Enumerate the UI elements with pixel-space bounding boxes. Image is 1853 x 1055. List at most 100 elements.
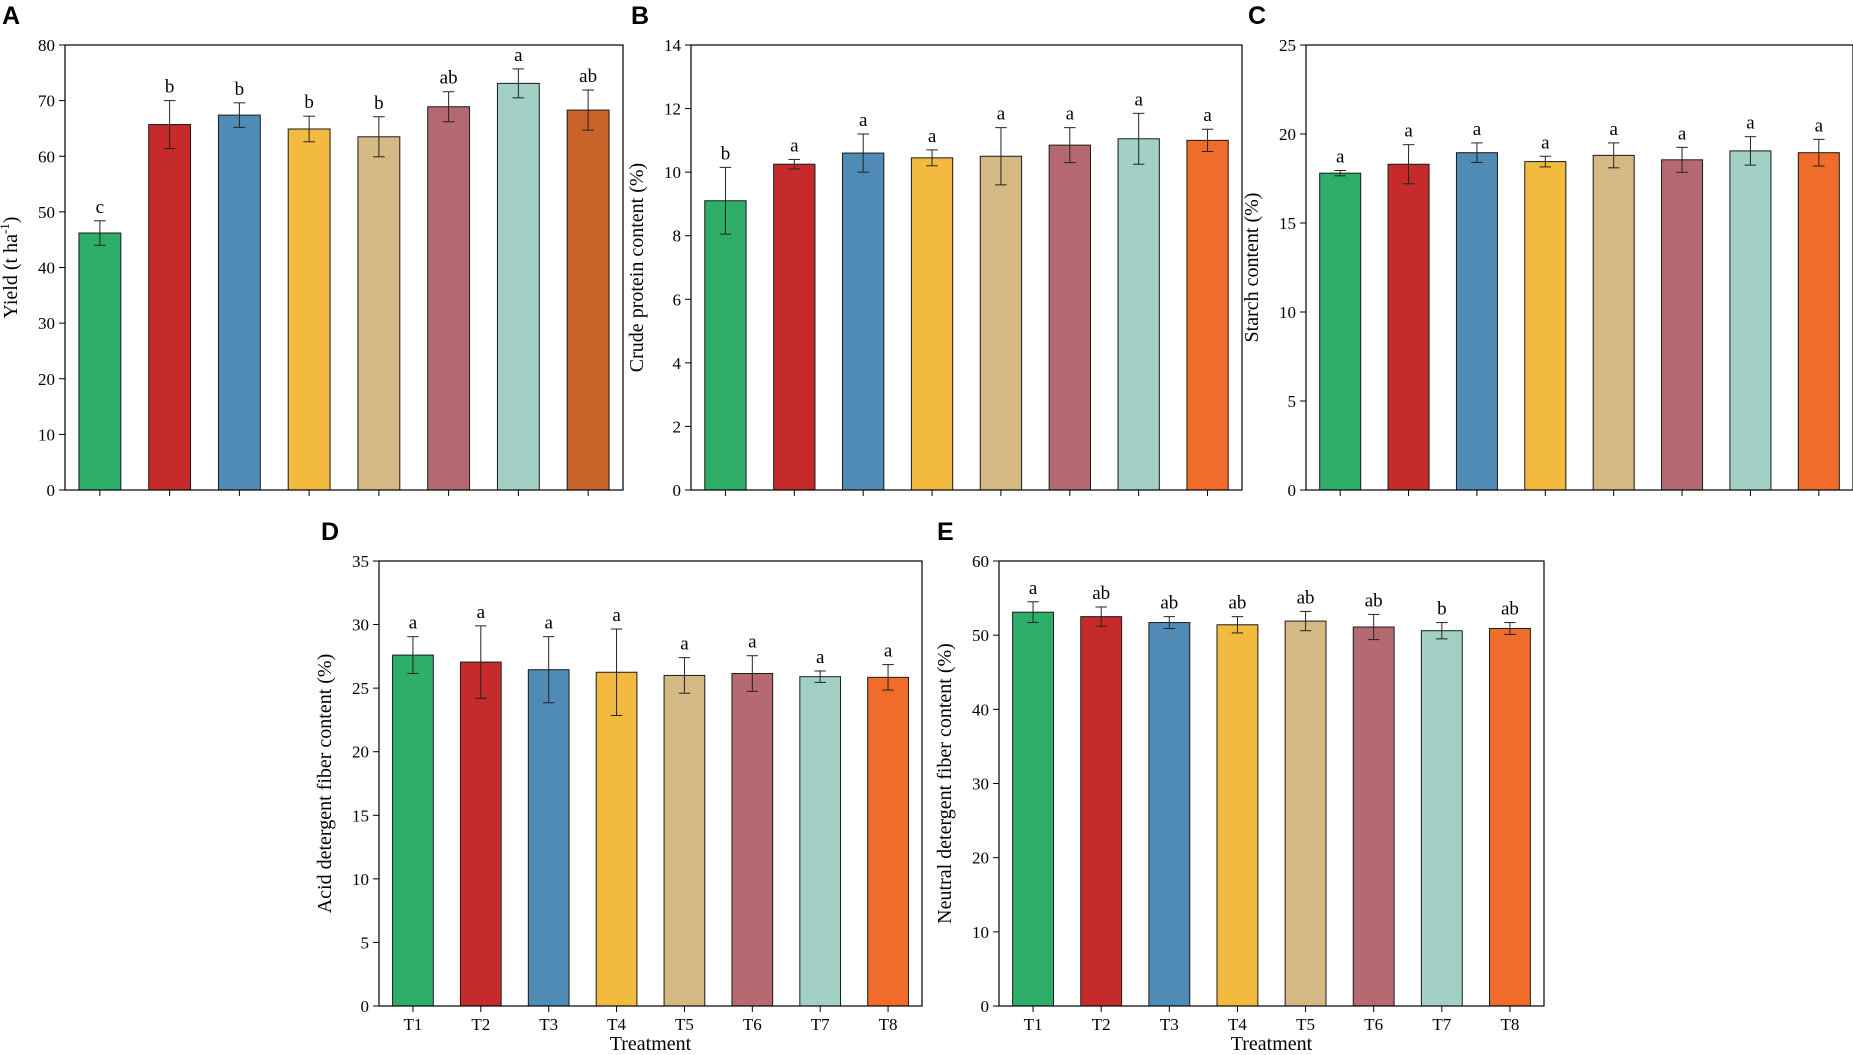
x-tick-label: T7 bbox=[1432, 1015, 1451, 1034]
y-tick-label: 25 bbox=[1279, 36, 1296, 55]
significance-label: a bbox=[1746, 113, 1755, 134]
y-tick-label: 8 bbox=[673, 227, 682, 246]
bar bbox=[392, 654, 434, 1007]
significance-label: a bbox=[1134, 89, 1143, 110]
x-tick-label: T2 bbox=[471, 1015, 490, 1034]
significance-label: c bbox=[96, 197, 104, 218]
significance-label: a bbox=[1609, 119, 1618, 140]
plot-frame bbox=[378, 560, 923, 1007]
bar bbox=[1524, 161, 1567, 491]
bar bbox=[1352, 626, 1395, 1007]
x-tick-label: T6 bbox=[743, 1015, 762, 1034]
plot-frame bbox=[64, 44, 624, 491]
significance-label: a bbox=[1029, 578, 1038, 599]
bar bbox=[1048, 144, 1091, 491]
y-tick-label: 70 bbox=[38, 92, 55, 111]
x-tick-label: T5 bbox=[1296, 1015, 1315, 1034]
y-tick-label: 0 bbox=[1288, 481, 1297, 500]
x-tick-label: T4 bbox=[1228, 1015, 1247, 1034]
bar bbox=[1284, 620, 1327, 1007]
significance-label: b bbox=[235, 79, 245, 100]
x-tick-label: T5 bbox=[675, 1015, 694, 1034]
bar bbox=[287, 128, 331, 491]
significance-label: a bbox=[928, 126, 937, 147]
chart-panel-b: B 0 2 4 6 8 10 12 14 b a a a a a a a Crude protein conten… bbox=[626, 2, 1243, 500]
x-tick-label: T8 bbox=[879, 1015, 898, 1034]
significance-label: a bbox=[790, 135, 799, 156]
bar bbox=[842, 152, 885, 491]
bar bbox=[731, 673, 774, 1007]
bar bbox=[1186, 139, 1229, 491]
significance-label: ab bbox=[1092, 583, 1110, 604]
x-tick-label: T1 bbox=[403, 1015, 422, 1034]
bar bbox=[78, 232, 122, 491]
x-tick-label: T2 bbox=[1092, 1015, 1111, 1034]
bar bbox=[148, 124, 192, 491]
x-axis-title: Treatment bbox=[610, 1033, 692, 1055]
y-tick-label: 5 bbox=[361, 933, 370, 952]
bar bbox=[1592, 154, 1635, 491]
significance-label: a bbox=[1336, 146, 1345, 167]
chart-panel-c: C 0 5 10 15 20 25 a a a a a a a a Starch content (%) bbox=[1241, 2, 1853, 500]
significance-label: a bbox=[409, 613, 418, 634]
y-tick-label: 2 bbox=[673, 417, 682, 436]
plot-frame bbox=[690, 44, 1243, 491]
panel-letter: C bbox=[1248, 2, 1266, 30]
x-tick-label: T3 bbox=[539, 1015, 558, 1034]
panel-letter: E bbox=[937, 518, 954, 546]
bar bbox=[867, 676, 909, 1007]
significance-label: a bbox=[477, 602, 486, 623]
y-tick-label: 14 bbox=[664, 36, 682, 55]
y-tick-label: 5 bbox=[1288, 392, 1297, 411]
y-tick-label: 20 bbox=[352, 743, 369, 762]
bar bbox=[773, 163, 816, 491]
y-tick-label: 0 bbox=[673, 481, 682, 500]
significance-label: a bbox=[1066, 104, 1075, 125]
bar bbox=[1661, 159, 1704, 491]
significance-label: a bbox=[1473, 119, 1482, 140]
significance-label: b bbox=[721, 143, 731, 164]
bar bbox=[1729, 150, 1772, 491]
y-axis-title: Yield (t ha-1) bbox=[0, 217, 22, 319]
bar bbox=[1420, 630, 1463, 1007]
bar bbox=[527, 669, 570, 1007]
significance-label: a bbox=[1404, 121, 1413, 142]
significance-label: ab bbox=[1365, 590, 1383, 611]
y-tick-label: 10 bbox=[1279, 303, 1296, 322]
bar bbox=[1387, 163, 1430, 491]
bar bbox=[1319, 172, 1362, 491]
y-tick-label: 10 bbox=[664, 163, 681, 182]
bar bbox=[799, 676, 842, 1007]
x-tick-label: T7 bbox=[811, 1015, 830, 1034]
bar bbox=[427, 106, 471, 491]
significance-label: a bbox=[680, 634, 689, 655]
bar bbox=[663, 674, 706, 1007]
y-axis-title-main: Yield (t ha bbox=[0, 234, 22, 319]
y-tick-label: 20 bbox=[38, 370, 55, 389]
y-tick-label: 30 bbox=[352, 616, 369, 635]
significance-label: ab bbox=[1297, 587, 1315, 608]
bar bbox=[566, 109, 610, 491]
plot-frame bbox=[1305, 44, 1853, 491]
significance-label: b bbox=[304, 92, 314, 113]
bar bbox=[1012, 611, 1054, 1007]
y-axis-title: Neutral detergent fiber content (%) bbox=[934, 643, 956, 924]
significance-label: a bbox=[544, 613, 553, 634]
significance-label: ab bbox=[1228, 593, 1246, 614]
significance-label: ab bbox=[579, 66, 597, 87]
bar bbox=[1080, 616, 1123, 1007]
bar bbox=[1117, 138, 1160, 491]
y-tick-label: 0 bbox=[981, 997, 990, 1016]
significance-label: a bbox=[1815, 115, 1824, 136]
significance-label: b bbox=[165, 77, 175, 98]
bar bbox=[217, 114, 261, 491]
significance-label: a bbox=[748, 632, 757, 653]
y-axis-title: Crude protein content (%) bbox=[626, 163, 648, 372]
y-tick-label: 30 bbox=[38, 314, 55, 333]
panel-letter: B bbox=[631, 2, 649, 30]
significance-label: b bbox=[374, 93, 384, 114]
y-axis-title-sup: -1 bbox=[0, 223, 12, 234]
significance-label: a bbox=[1203, 105, 1212, 126]
significance-label: a bbox=[997, 104, 1006, 125]
y-tick-label: 50 bbox=[38, 203, 55, 222]
